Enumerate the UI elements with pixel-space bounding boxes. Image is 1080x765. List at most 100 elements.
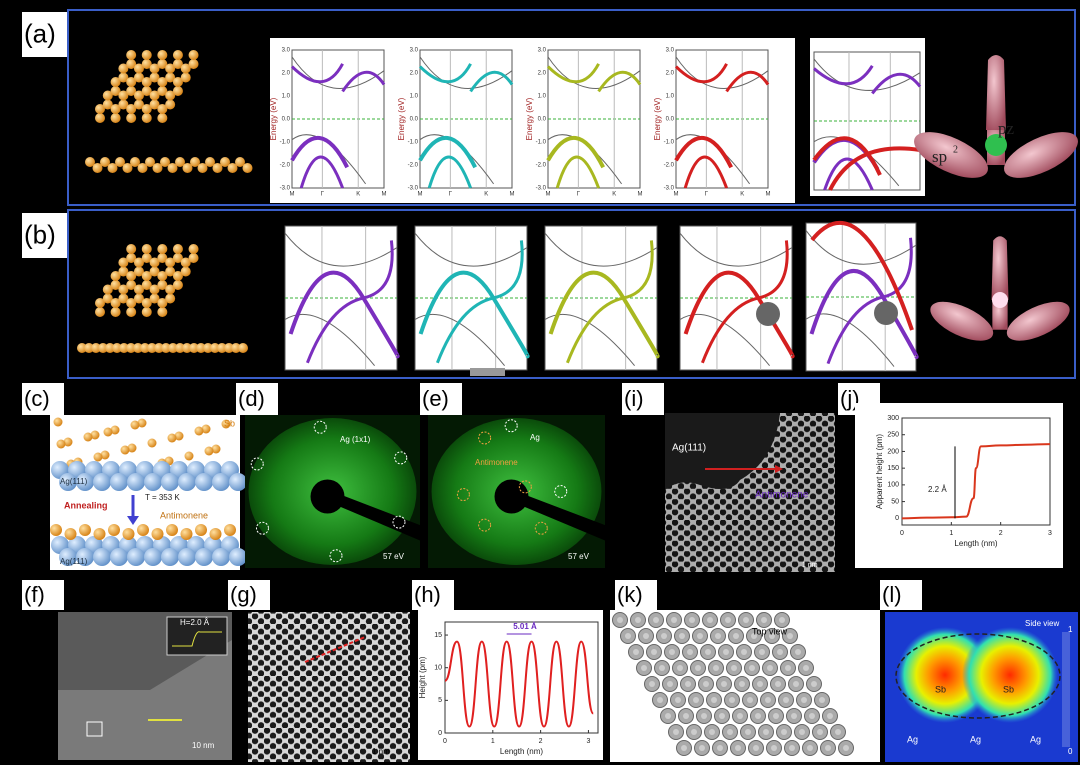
atom [137, 163, 148, 173]
y-tick-label: 150 [887, 465, 899, 472]
atom [149, 99, 160, 110]
label: Sb [935, 684, 946, 694]
atom-core [659, 665, 665, 671]
spot-ring [534, 521, 548, 535]
atom-core [789, 745, 795, 751]
atom [141, 50, 152, 60]
label-bg [236, 383, 278, 415]
x-tick-label: 0 [900, 530, 904, 537]
label: 3.0 [282, 48, 291, 54]
atom-core [757, 681, 763, 687]
atom-core [699, 745, 705, 751]
atom [110, 77, 121, 87]
atom [149, 284, 160, 295]
band-curve [805, 230, 917, 265]
atom [152, 163, 163, 173]
sb-atom [120, 445, 130, 455]
atom [149, 293, 160, 304]
atom [133, 343, 143, 353]
atom-core [771, 745, 777, 751]
atom-core [677, 665, 683, 671]
boundary [895, 633, 1061, 719]
band-curve [555, 155, 601, 189]
atom [157, 77, 168, 87]
sb-atom [211, 444, 221, 454]
atom-core [679, 633, 685, 639]
atom [149, 90, 160, 101]
sb-atom [147, 438, 157, 448]
band-curve [546, 135, 605, 169]
band-curve [341, 70, 386, 93]
label: Ag [530, 433, 540, 442]
label: 1 nm [372, 747, 390, 756]
atom [165, 284, 176, 295]
ag-atom [127, 473, 145, 491]
atom [110, 113, 121, 123]
atom [107, 163, 118, 173]
sb-atom [110, 425, 120, 435]
atom [118, 257, 129, 268]
atom-core [665, 713, 671, 719]
atom [172, 77, 183, 87]
label: Antimonene [755, 490, 809, 501]
spot-ring [256, 521, 269, 535]
label: 10 nm [192, 741, 215, 750]
atom [133, 63, 144, 74]
atom-core [811, 681, 817, 687]
atom-core [709, 729, 715, 735]
label: (a) [24, 18, 56, 48]
label: M [290, 192, 295, 198]
atom [147, 343, 157, 353]
x-tick-label: 2 [539, 738, 543, 745]
crossing-mark [874, 301, 898, 325]
label: (e) [422, 386, 449, 411]
sb-atom [93, 452, 103, 462]
atom-core [817, 729, 823, 735]
label: 1.0 [538, 94, 547, 100]
band-curve [414, 232, 528, 267]
band-curve [674, 63, 728, 84]
label: -1.0 [408, 140, 419, 146]
atom-core [695, 665, 701, 671]
label: Antimonene [160, 510, 208, 520]
label: -1.0 [664, 140, 675, 146]
atom [172, 50, 183, 60]
sb-atom [184, 451, 194, 461]
atom [188, 50, 199, 60]
sb-atom [195, 524, 207, 536]
atom [126, 77, 137, 87]
band-curve [290, 63, 344, 84]
gun-shadow [310, 479, 345, 514]
atom-core [773, 713, 779, 719]
x-tick-label: 1 [949, 530, 953, 537]
label: Side view [1025, 619, 1059, 628]
atom [172, 271, 183, 281]
band-curve [306, 240, 394, 364]
atom [118, 266, 129, 277]
lobe [1006, 301, 1070, 341]
atom [140, 343, 150, 353]
x-tick-label: 3 [1048, 530, 1052, 537]
atom [182, 343, 192, 353]
atom-core [633, 649, 639, 655]
x-tick-label: 3 [586, 738, 590, 745]
atom [180, 257, 191, 268]
atom [172, 86, 183, 96]
atom [157, 113, 168, 123]
y-tick-label: 300 [887, 415, 899, 422]
atom-core [769, 633, 775, 639]
ag-atom [110, 548, 128, 566]
sb-atom [103, 427, 113, 437]
spot-ring [313, 420, 327, 434]
atom [126, 104, 137, 114]
ag-atom [229, 548, 247, 566]
label: pz [998, 119, 1015, 138]
atom [133, 266, 144, 277]
atom [118, 63, 129, 74]
atom-core [751, 633, 757, 639]
label: Γ [449, 192, 453, 198]
label: K [612, 192, 616, 198]
label: K [356, 192, 360, 198]
spot-ring [392, 515, 406, 529]
label: Ag(111) [672, 443, 706, 454]
